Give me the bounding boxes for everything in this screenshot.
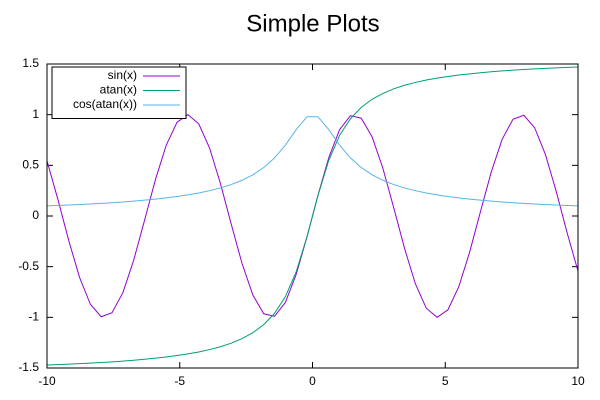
plot-frame bbox=[46, 63, 579, 369]
x-tick-label: 0 bbox=[309, 374, 316, 388]
y-tick-label: 0 bbox=[32, 208, 39, 222]
y-tick-label: 1.5 bbox=[22, 56, 39, 70]
legend-label: sin(x) bbox=[108, 68, 137, 82]
x-tick-label: 10 bbox=[571, 374, 585, 388]
line-series bbox=[46, 116, 579, 207]
x-tick-label: 5 bbox=[442, 374, 449, 388]
y-tick-label: -1.5 bbox=[18, 360, 39, 374]
legend-label: cos(atan(x)) bbox=[73, 97, 137, 111]
legend-label: atan(x) bbox=[100, 83, 137, 97]
line-series bbox=[46, 66, 579, 366]
chart-title: Simple Plots bbox=[246, 10, 379, 37]
x-tick-label: -5 bbox=[174, 374, 185, 388]
y-tick-label: -0.5 bbox=[18, 259, 39, 273]
y-tick-label: 0.5 bbox=[22, 158, 39, 172]
y-tick-label: 1 bbox=[32, 107, 39, 121]
y-tick-label: -1 bbox=[28, 310, 39, 324]
x-tick-label: -10 bbox=[38, 374, 56, 388]
